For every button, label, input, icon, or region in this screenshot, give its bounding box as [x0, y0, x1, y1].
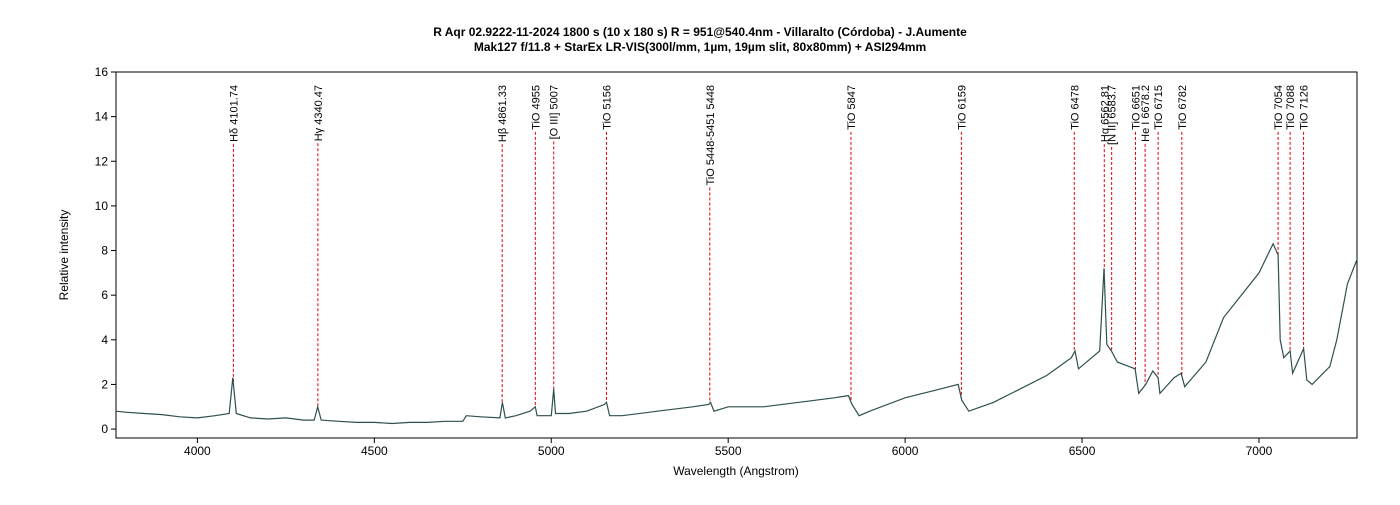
- line-label: TiO 7126: [1299, 85, 1311, 130]
- line-label: TiO 7088: [1285, 85, 1297, 130]
- x-tick-label: 6500: [1069, 444, 1096, 458]
- x-tick-label: 4000: [184, 444, 211, 458]
- y-tick-label: 14: [95, 110, 109, 124]
- x-tick-label: 6000: [892, 444, 919, 458]
- line-label: TiO 5847: [846, 85, 858, 130]
- line-label: He I 6678.2: [1140, 85, 1152, 142]
- y-tick-label: 6: [101, 288, 108, 302]
- line-label: [N II] 6583.7: [1107, 85, 1119, 145]
- y-tick-label: 16: [95, 65, 109, 79]
- y-tick-label: 8: [101, 244, 108, 258]
- x-axis-label: Wavelength (Angstrom): [673, 464, 799, 478]
- line-label: TiO 6782: [1177, 85, 1189, 130]
- line-label: Hβ 4861.33: [497, 85, 509, 142]
- line-label: Hγ 4340.47: [313, 85, 325, 141]
- line-label: TiO 6478: [1069, 85, 1081, 130]
- line-label: TiO 6651: [1130, 85, 1142, 130]
- x-tick-label: 4500: [361, 444, 388, 458]
- line-label: TiO 6715: [1153, 85, 1165, 130]
- line-label: [O III] 5007: [549, 85, 561, 139]
- chart-title: R Aqr 02.9222-11-2024 1800 s (10 x 180 s…: [433, 25, 967, 39]
- y-tick-label: 2: [101, 377, 108, 391]
- y-tick-label: 0: [101, 422, 108, 436]
- y-tick-label: 10: [95, 199, 109, 213]
- line-label: TiO 5448-5451 5448: [705, 85, 717, 186]
- plot-area: [115, 71, 1358, 439]
- x-tick-label: 5000: [538, 444, 565, 458]
- x-tick-label: 7000: [1246, 444, 1273, 458]
- chart-subtitle: Mak127 f/11.8 + StarEx LR-VIS(300l/mm, 1…: [474, 40, 926, 54]
- line-label: Hδ 4101.74: [228, 85, 240, 142]
- y-axis-label: Relative intensity: [57, 210, 71, 301]
- line-label: TiO 5156: [601, 85, 613, 130]
- line-label: Hα 6562.81: [1099, 85, 1111, 142]
- line-label: TiO 7054: [1273, 85, 1285, 130]
- line-label: TiO 4955: [530, 85, 542, 130]
- line-label: TiO 6159: [956, 85, 968, 130]
- spectrum-line: [115, 242, 1358, 425]
- y-tick-label: 4: [101, 333, 108, 347]
- y-tick-label: 12: [95, 154, 109, 168]
- x-tick-label: 5500: [715, 444, 742, 458]
